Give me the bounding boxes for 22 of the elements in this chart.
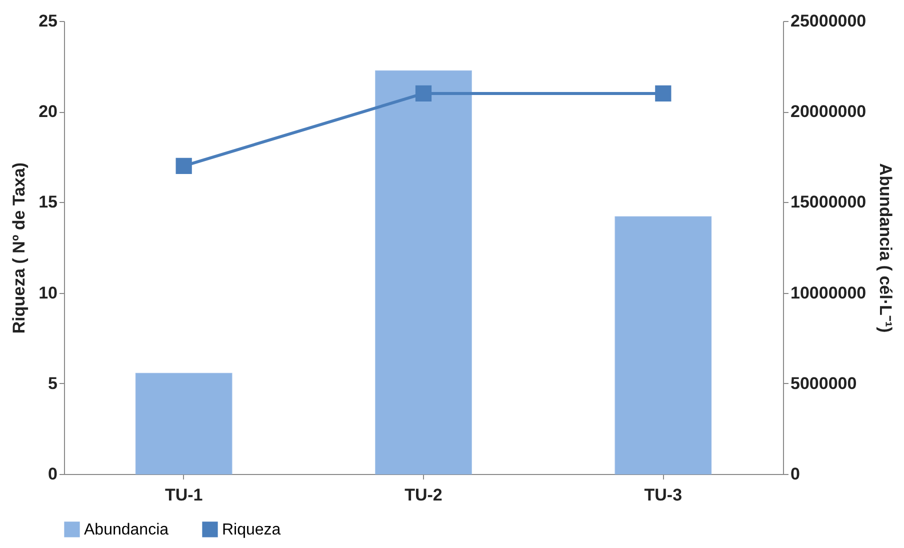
- y2-tick-label: 25000000: [790, 12, 866, 30]
- legend-label: Riqueza: [222, 521, 281, 538]
- y-axis-title: Riqueza ( Nº de Taxa): [10, 162, 29, 334]
- x-tick-label: TU-3: [644, 486, 682, 504]
- x-tick-label: TU-2: [404, 486, 442, 504]
- y-tick-label: 10: [38, 283, 58, 302]
- bar: [375, 70, 472, 474]
- y2-tick-label: 5000000: [790, 374, 857, 393]
- y-tick-label: 20: [38, 102, 58, 122]
- y2-axis-title: Abundancia ( cél·L⁻¹): [876, 163, 896, 333]
- x-tick-label: TU-1: [164, 486, 203, 504]
- y2-tick-label: 0: [790, 464, 800, 484]
- y2-tick-label: 20000000: [790, 102, 866, 122]
- y-tick-label: 5: [48, 374, 58, 393]
- bar: [135, 372, 232, 474]
- bar: [614, 216, 712, 474]
- y-tick-label: 0: [48, 464, 58, 484]
- legend-label: Abundancia: [84, 521, 169, 538]
- y2-tick-label: 15000000: [790, 192, 866, 212]
- y-tick-label: 15: [38, 192, 58, 212]
- y2-tick-label: 10000000: [790, 283, 866, 302]
- y-tick-label: 25: [38, 12, 58, 30]
